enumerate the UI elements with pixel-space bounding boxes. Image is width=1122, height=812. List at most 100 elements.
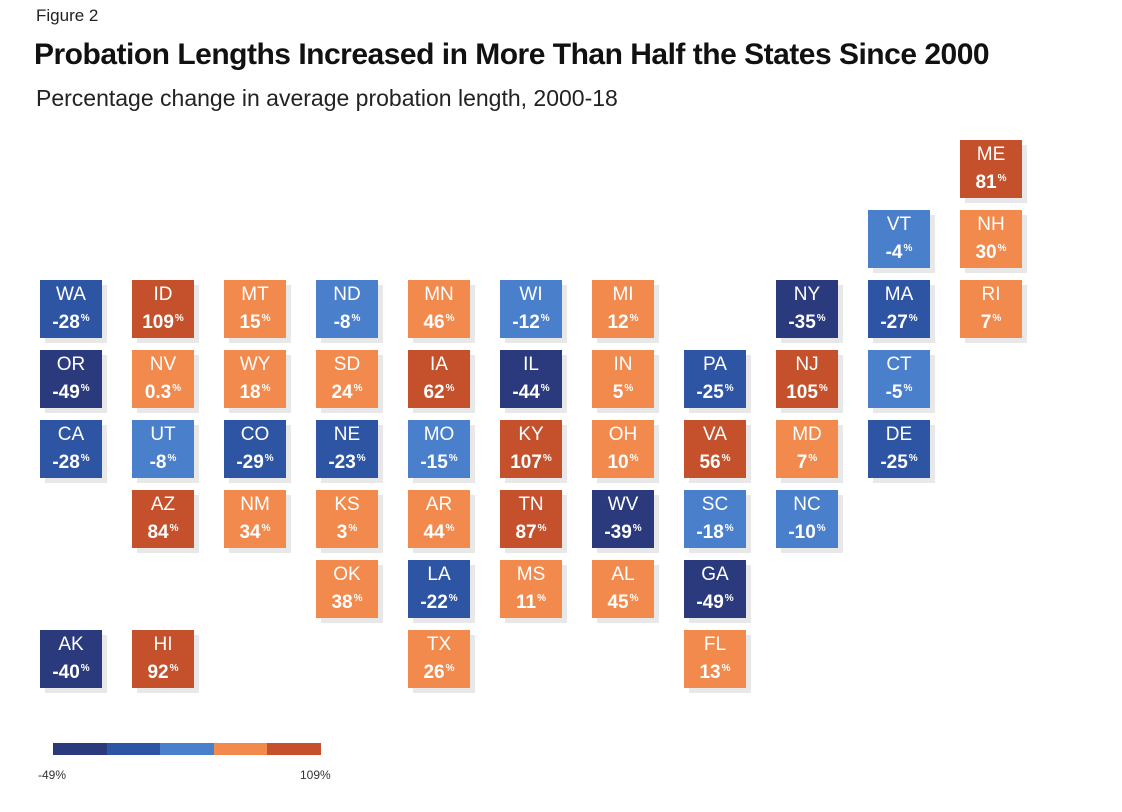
state-value: -25% [696, 382, 734, 403]
percent-sign: % [540, 383, 550, 394]
state-abbr: WY [239, 354, 271, 375]
percent-sign: % [721, 453, 731, 464]
percent-sign: % [80, 663, 90, 674]
percent-sign: % [992, 313, 1002, 324]
state-abbr: VA [703, 424, 727, 445]
state-tile-mt: MT 15% [224, 280, 286, 338]
state-value: -15% [420, 452, 458, 473]
percent-sign: % [353, 383, 363, 394]
state-abbr: CA [57, 424, 85, 445]
state-value: -27% [880, 312, 918, 333]
state-abbr: NY [793, 284, 821, 305]
state-value: 46% [423, 312, 455, 333]
state-tile-ga: GA -49% [684, 560, 746, 618]
state-tile-mi: MI 12% [592, 280, 654, 338]
state-tile-la: LA -22% [408, 560, 470, 618]
state-tile-in: IN 5% [592, 350, 654, 408]
legend-swatch-2 [106, 743, 161, 755]
percent-sign: % [816, 523, 826, 534]
state-value: 15% [239, 312, 271, 333]
state-tile-sd: SD 24% [316, 350, 378, 408]
state-value: 7% [980, 312, 1002, 333]
state-abbr: GA [701, 564, 729, 585]
state-abbr: OH [608, 424, 638, 445]
state-tile-vt: VT -4% [868, 210, 930, 268]
percent-sign: % [80, 383, 90, 394]
state-value: -28% [52, 312, 90, 333]
state-abbr: NJ [795, 354, 819, 375]
state-value: -28% [52, 452, 90, 473]
state-tile-tn: TN 87% [500, 490, 562, 548]
state-abbr: NH [977, 214, 1005, 235]
state-abbr: OK [333, 564, 361, 585]
state-value: 81% [975, 172, 1007, 193]
legend-swatch-3 [160, 743, 214, 755]
state-value: 26% [423, 662, 455, 683]
state-abbr: AL [611, 564, 635, 585]
percent-sign: % [80, 453, 90, 464]
state-value: -44% [512, 382, 550, 403]
state-value: 105% [786, 382, 828, 403]
percent-sign: % [997, 243, 1007, 254]
state-value: 87% [515, 522, 547, 543]
percent-sign: % [445, 523, 455, 534]
state-abbr: MA [884, 284, 914, 305]
percent-sign: % [537, 593, 546, 604]
state-tile-ut: UT -8% [132, 420, 194, 478]
percent-sign: % [629, 593, 639, 604]
state-value: 0.3% [144, 382, 182, 403]
percent-sign: % [356, 453, 366, 464]
state-value: 34% [239, 522, 271, 543]
percent-sign: % [629, 453, 639, 464]
state-abbr: RI [981, 284, 1001, 305]
percent-sign: % [721, 663, 731, 674]
state-value: 56% [699, 452, 731, 473]
state-value: -39% [604, 522, 642, 543]
state-abbr: WI [519, 284, 543, 305]
state-tile-wy: WY 18% [224, 350, 286, 408]
legend-min-label: -49% [38, 768, 67, 782]
state-abbr: AZ [150, 494, 176, 515]
state-abbr: SD [333, 354, 361, 375]
state-abbr: IA [430, 354, 448, 375]
state-abbr: WV [607, 494, 639, 515]
state-value: -23% [328, 452, 366, 473]
state-value: -8% [149, 452, 177, 473]
state-value: 30% [975, 242, 1007, 263]
state-value: -8% [333, 312, 361, 333]
state-abbr: TX [426, 634, 452, 655]
state-tile-wv: WV -39% [592, 490, 654, 548]
state-abbr: MO [423, 424, 455, 445]
state-tile-fl: FL 13% [684, 630, 746, 688]
state-value: -4% [885, 242, 913, 263]
percent-sign: % [903, 383, 913, 394]
percent-sign: % [264, 453, 274, 464]
state-value: 13% [699, 662, 731, 683]
state-value: 10% [607, 452, 639, 473]
state-abbr: ID [153, 284, 173, 305]
state-tile-ia: IA 62% [408, 350, 470, 408]
state-abbr: PA [703, 354, 727, 375]
percent-sign: % [540, 313, 550, 324]
state-abbr: TN [518, 494, 544, 515]
state-value: 62% [423, 382, 455, 403]
state-abbr: MT [241, 284, 269, 305]
percent-sign: % [903, 243, 913, 254]
percent-sign: % [174, 313, 184, 324]
state-tile-nh: NH 30% [960, 210, 1022, 268]
state-abbr: KY [518, 424, 544, 445]
percent-sign: % [261, 383, 271, 394]
percent-sign: % [448, 453, 458, 464]
state-abbr: AK [58, 634, 84, 655]
state-value: 45% [607, 592, 639, 613]
state-tile-pa: PA -25% [684, 350, 746, 408]
state-value: 3% [336, 522, 358, 543]
percent-sign: % [445, 383, 455, 394]
state-abbr: IL [523, 354, 539, 375]
state-abbr: MN [424, 284, 454, 305]
legend-swatch-5 [267, 743, 321, 755]
state-abbr: WA [56, 284, 86, 305]
state-abbr: MD [792, 424, 822, 445]
percent-sign: % [908, 453, 918, 464]
state-abbr: CO [240, 424, 270, 445]
